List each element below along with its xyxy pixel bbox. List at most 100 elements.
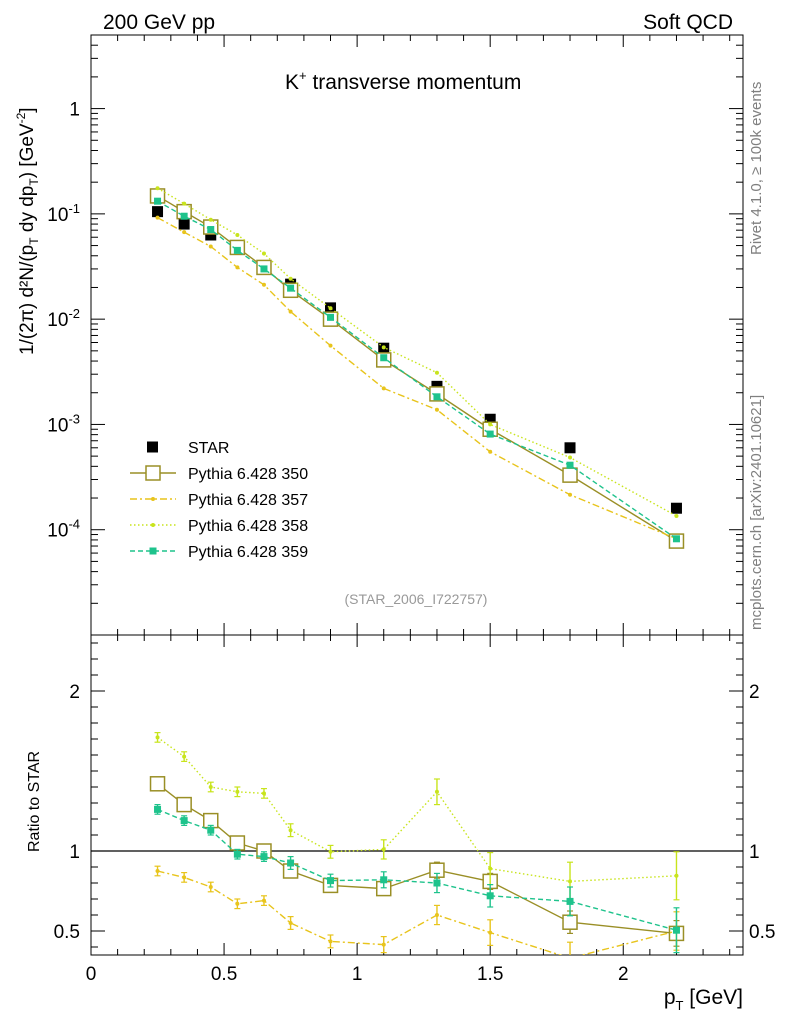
ratio-plot: 0 0.5 1 1.5 2 0.5 0.5 1 1 2 2	[54, 35, 775, 985]
ratio-y-tick-label-right: 2	[749, 682, 760, 703]
header-left-label: 200 GeV pp	[103, 11, 215, 34]
main-title: K+ transverse momentum	[285, 68, 521, 94]
marker-open-square	[149, 776, 166, 792]
marker-dot	[151, 523, 155, 527]
marker-filled-square	[433, 879, 441, 887]
ratio-y-tick-label-right: 1	[749, 842, 760, 863]
marker-dot	[488, 866, 493, 871]
main-title-base: K	[285, 71, 299, 94]
data-point	[564, 442, 576, 454]
marker-dot	[568, 956, 572, 960]
series-pythia-6-428-359	[154, 197, 680, 543]
x-tick-label: 1.5	[477, 964, 503, 985]
series-line	[157, 217, 677, 540]
marker-dot	[182, 201, 187, 206]
ratio-series-pythia-6-428-350	[149, 776, 685, 947]
ratio-series-group	[149, 731, 685, 960]
marker-dot	[155, 186, 160, 191]
marker-filled-square	[260, 853, 268, 861]
marker-filled-square	[486, 430, 494, 438]
marker-filled-square	[233, 246, 241, 254]
main-y-label-sub: T	[27, 237, 41, 245]
marker-filled-square	[154, 197, 162, 205]
marker-dot	[381, 345, 386, 350]
marker-dot	[182, 230, 187, 235]
marker-filled-square	[207, 826, 215, 834]
x-axis-label-sub: T	[676, 998, 684, 1013]
marker-filled-square	[287, 859, 295, 867]
legend-marker-data	[147, 441, 158, 453]
marker-dot	[182, 754, 187, 759]
legend-entry: Pythia 6.428 358	[130, 518, 308, 535]
marker-dot	[208, 244, 213, 249]
ratio-series-pythia-6-428-357	[154, 865, 680, 960]
legend-entry: Pythia 6.428 359	[130, 544, 308, 561]
marker-filled-square	[327, 877, 335, 885]
main-y-axis-label: 1/(2π) d²N/(pT dy dpT) [GeV-2]	[14, 107, 41, 355]
analysis-watermark: (STAR_2006_I722757)	[345, 591, 488, 607]
legend-entry: STAR	[147, 440, 229, 457]
header-right-label: Soft QCD	[643, 11, 733, 34]
x-tick-label: 2	[618, 964, 629, 985]
marker-dot	[488, 449, 493, 454]
main-y-label-sup: -2	[14, 112, 28, 123]
main-y-label-mid: dy dp	[17, 186, 38, 238]
marker-dot	[261, 251, 266, 256]
marker-dot	[155, 735, 160, 740]
series-line	[157, 187, 677, 517]
marker-dot	[568, 879, 573, 884]
marker-filled-square	[566, 897, 574, 905]
y-tick-label: 10-3	[47, 411, 80, 436]
main-title-sup: +	[299, 68, 307, 83]
legend-label: Pythia 6.428 357	[188, 492, 308, 509]
ratio-series-line	[157, 736, 677, 883]
x-tick-label: 0	[86, 964, 97, 985]
legend-entry: Pythia 6.428 350	[130, 465, 308, 483]
marker-open-square	[562, 914, 578, 930]
legend-entry: Pythia 6.428 357	[130, 492, 308, 509]
marker-open-square	[562, 467, 578, 483]
side-note-rivet: Rivet 4.1.0, ≥ 100k events	[748, 82, 765, 255]
marker-filled-square	[486, 892, 494, 900]
marker-dot	[155, 215, 160, 220]
y-tick-label: 10-1	[47, 201, 80, 226]
main-y-label-close: ]	[17, 107, 38, 112]
marker-dot	[568, 455, 573, 460]
marker-dot	[381, 386, 386, 391]
main-y-label-unit: ) [GeV	[17, 123, 38, 178]
main-y-label-sub2: T	[27, 178, 41, 186]
main-y-label-prefix: 1/(2π) d²N/(p	[17, 245, 38, 355]
marker-dot	[328, 306, 333, 311]
legend-label: Pythia 6.428 350	[188, 466, 308, 483]
marker-open-square	[176, 796, 192, 813]
marker-dot	[288, 921, 293, 925]
main-plot: 10-4 10-3 10-2 10-1 1	[47, 34, 744, 636]
marker-filled-square	[327, 313, 335, 321]
marker-filled-square	[287, 284, 295, 292]
marker-filled-square	[154, 805, 162, 813]
marker-filled-square	[672, 535, 680, 543]
data-point	[152, 206, 164, 218]
marker-dot	[208, 885, 213, 889]
marker-dot	[434, 370, 439, 375]
marker-dot	[288, 276, 293, 281]
marker-dot	[261, 898, 266, 903]
x-axis-label-base: p	[664, 986, 676, 1009]
ratio-y-axis-label: Ratio to STAR	[26, 751, 43, 852]
ratio-y-tick-label: 1	[69, 842, 80, 863]
data-point	[670, 502, 682, 514]
marker-dot	[488, 422, 493, 427]
main-title-rest: transverse momentum	[307, 71, 522, 94]
ratio-y-tick-label-right: 0.5	[749, 922, 775, 943]
marker-dot	[434, 913, 439, 917]
data-point	[205, 229, 217, 241]
marker-dot	[235, 901, 240, 906]
marker-dot	[674, 513, 679, 518]
side-note-mcplots: mcplots.cern.ch [arXiv:2401.10621]	[748, 395, 765, 630]
marker-dot	[488, 930, 493, 935]
marker-filled-square	[672, 926, 680, 934]
legend-label: Pythia 6.428 358	[188, 518, 308, 535]
ratio-series-line	[157, 870, 677, 955]
marker-dot	[208, 785, 213, 789]
